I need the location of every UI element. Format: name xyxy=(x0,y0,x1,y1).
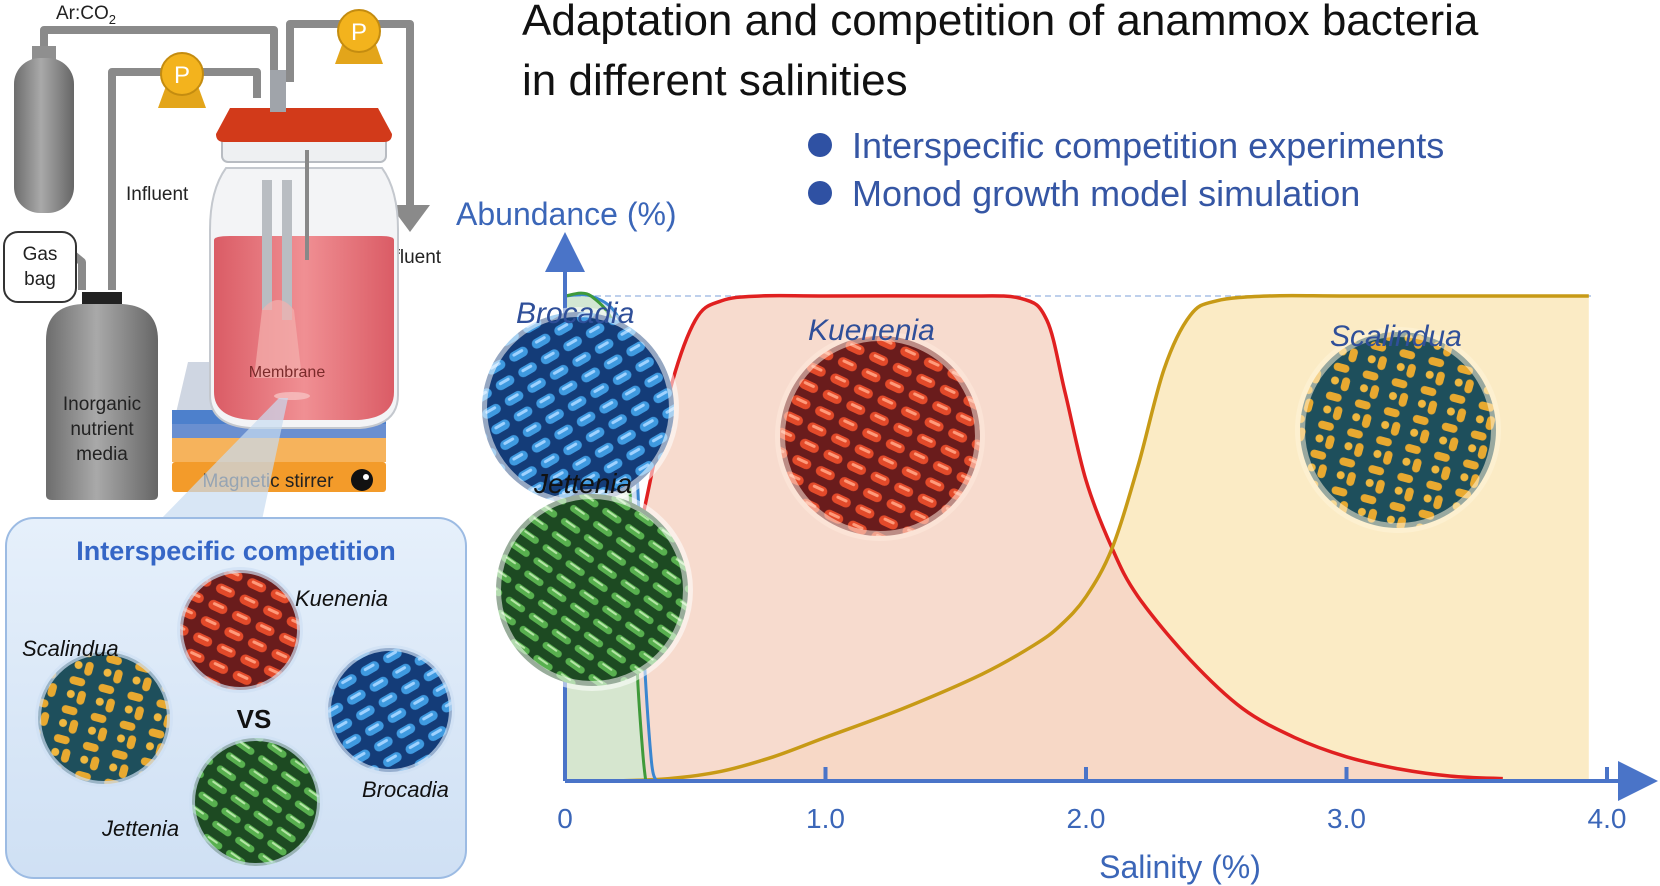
chart-label-kuenenia: Kuenenia xyxy=(808,314,935,347)
x-axis-title: Salinity (%) xyxy=(1099,849,1261,885)
pump-influent: P xyxy=(158,52,206,108)
y-axis-title: Abundance (%) xyxy=(456,196,677,232)
pump-effluent: P xyxy=(335,9,383,64)
gas-bag-line-1: Gas xyxy=(23,244,58,265)
pump-label: P xyxy=(351,19,367,46)
gas-bag-line-2: bag xyxy=(24,269,56,290)
reactor-vessel: Membrane xyxy=(209,70,399,429)
x-tick-label: 3.0 xyxy=(1327,803,1366,834)
effluent-arrow xyxy=(390,205,430,232)
nutrient-bottle: Inorganic nutrient media xyxy=(46,292,158,500)
x-tick-label: 4.0 xyxy=(1588,803,1627,834)
zoom-cone xyxy=(160,398,288,520)
gas-label: Ar:CO2 xyxy=(56,3,116,27)
kuenenia-blob-small xyxy=(177,567,303,693)
series-line-scalindua xyxy=(617,293,1589,783)
competition-label-scalindua: Scalindua xyxy=(22,636,119,661)
gas-bag: Gas bag xyxy=(3,231,77,303)
x-ticks: 0 1.0 2.0 3.0 4.0 xyxy=(557,767,1626,834)
x-tick-label: 2.0 xyxy=(1067,803,1106,834)
bullet-dot-2 xyxy=(808,181,832,205)
title-line-2: in different salinities xyxy=(522,56,908,105)
chart-label-scalindua: Scalindua xyxy=(1330,320,1462,353)
bullet-2: Monod growth model simulation xyxy=(852,173,1360,214)
abundance-chart: 0 1.0 2.0 3.0 4.0 Abundance (%) Salinity (%)… xyxy=(456,196,1658,885)
scalindua-blob xyxy=(1295,327,1501,533)
pump-label: P xyxy=(174,62,190,89)
bullet-1: Interspecific competition experiments xyxy=(852,125,1444,166)
membrane-label: Membrane xyxy=(249,364,326,381)
x-tick-label: 1.0 xyxy=(806,803,845,834)
chart-label-jettenia: Jettenia xyxy=(533,468,632,499)
competition-title: Interspecific competition xyxy=(76,536,396,566)
jettenia-blob xyxy=(491,489,693,691)
kuenenia-blob xyxy=(775,331,985,541)
influent-label: Influent xyxy=(126,184,189,205)
gas-cylinder xyxy=(14,46,74,213)
jettenia-blob-small xyxy=(189,735,323,869)
competition-label-kuenenia: Kuenenia xyxy=(295,586,388,611)
nutrient-line-3: media xyxy=(76,444,128,465)
competition-panel: Interspecific competition Kuenenia Scali… xyxy=(5,517,467,879)
x-tick-label: 0 xyxy=(557,803,573,834)
nutrient-line-2: nutrient xyxy=(70,419,134,440)
competition-label-brocadia: Brocadia xyxy=(362,777,449,802)
reactor-setup: Ar:CO2 P P Influent Effluent Gas bag Ino… xyxy=(3,3,442,520)
title-line-1: Adaptation and competition of anammox ba… xyxy=(522,0,1479,45)
brocadia-blob-small xyxy=(325,645,455,775)
vs-label: VS xyxy=(237,704,272,734)
bullet-dot-1 xyxy=(808,133,832,157)
competition-label-jettenia: Jettenia xyxy=(101,816,179,841)
chart-label-brocadia: Brocadia xyxy=(516,297,634,330)
nutrient-line-1: Inorganic xyxy=(63,394,141,415)
scalindua-blob-small xyxy=(35,649,173,787)
area-scalindua-edge xyxy=(1589,296,1590,781)
